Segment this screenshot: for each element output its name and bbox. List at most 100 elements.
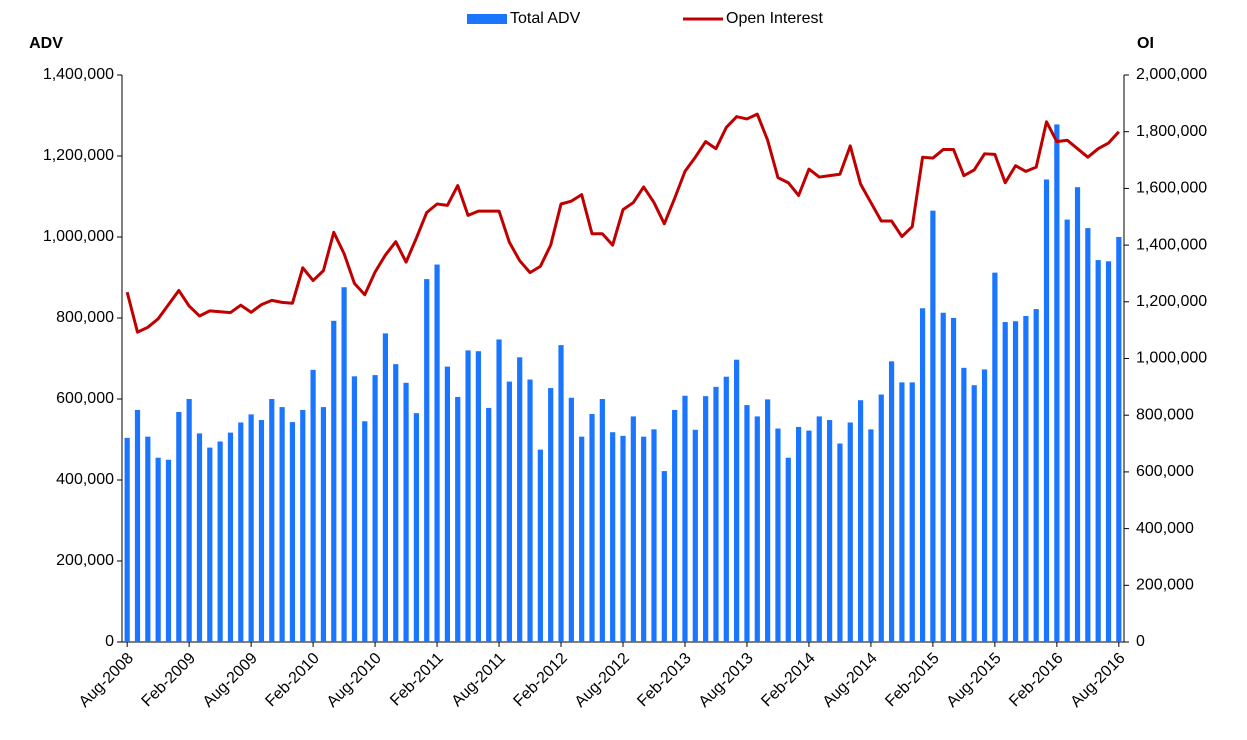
legend-label: Open Interest — [726, 10, 824, 27]
bar — [527, 379, 533, 642]
bar — [868, 429, 874, 642]
x-tick-label: Feb-2014 — [758, 650, 819, 711]
y2-tick-label: 0 — [1136, 633, 1145, 650]
x-tick-label: Aug-2016 — [1068, 650, 1129, 711]
bar — [413, 413, 420, 642]
bar — [888, 361, 895, 642]
bar — [899, 382, 905, 642]
bar — [775, 428, 781, 642]
bar — [713, 386, 719, 642]
bar — [1085, 228, 1091, 642]
bar — [599, 399, 605, 642]
y-tick-label: 1,400,000 — [43, 66, 114, 83]
bar — [1064, 219, 1070, 642]
bar — [145, 436, 151, 642]
y2-tick-label: 400,000 — [1136, 520, 1194, 537]
bar — [981, 369, 988, 642]
bar — [537, 449, 543, 642]
bar — [289, 422, 296, 642]
bar — [568, 397, 574, 642]
bar — [589, 413, 595, 642]
bar — [310, 369, 316, 642]
bar — [796, 426, 802, 642]
bar — [1054, 124, 1060, 642]
bar — [1116, 237, 1122, 642]
bar — [258, 420, 265, 642]
y-axis-title: ADV — [29, 35, 63, 52]
bar — [362, 421, 368, 642]
bar — [455, 396, 461, 642]
bar — [1033, 309, 1039, 642]
bar — [186, 399, 192, 642]
bar — [341, 287, 347, 642]
y2-tick-label: 200,000 — [1136, 577, 1194, 594]
x-tick-label: Feb-2009 — [138, 650, 199, 711]
bar — [1002, 322, 1008, 642]
bar — [496, 339, 502, 642]
bar — [837, 443, 843, 642]
y2-tick-label: 1,400,000 — [1136, 236, 1207, 253]
bar — [1012, 321, 1019, 642]
line — [125, 112, 1120, 334]
bar — [930, 210, 936, 643]
y-tick-label: 0 — [105, 633, 114, 650]
x-tick-label: Feb-2015 — [882, 650, 943, 711]
y2-tick-label: 1,600,000 — [1136, 180, 1207, 197]
bar — [620, 435, 626, 642]
bar — [692, 429, 698, 642]
bar — [217, 441, 223, 642]
bar — [754, 416, 760, 642]
bar — [651, 429, 657, 642]
x-tick-label: Aug-2013 — [696, 650, 757, 711]
x-tick-label: Aug-2009 — [200, 650, 261, 711]
bar — [238, 422, 244, 642]
bar — [672, 409, 678, 642]
bar — [630, 416, 636, 642]
bar — [1095, 260, 1101, 642]
bar — [351, 376, 358, 642]
bar — [207, 447, 213, 642]
bar — [393, 364, 399, 642]
bar — [517, 357, 523, 642]
y2-axis-title: OI — [1137, 35, 1154, 52]
bar — [806, 430, 812, 642]
bar — [961, 367, 967, 642]
bar — [785, 457, 791, 642]
x-tick-label: Feb-2010 — [262, 650, 323, 711]
bar — [940, 312, 946, 642]
bar — [878, 394, 884, 642]
bar — [610, 432, 616, 642]
x-tick-label: Feb-2012 — [510, 650, 571, 711]
bar — [816, 416, 822, 642]
bar — [1043, 179, 1050, 643]
bar — [857, 400, 864, 642]
bar — [579, 436, 585, 642]
bar — [723, 376, 729, 642]
bar — [424, 279, 430, 642]
legend-label: Total ADV — [510, 10, 581, 27]
y2-tick-label: 600,000 — [1136, 463, 1194, 480]
y-tick-label: 1,000,000 — [43, 228, 114, 245]
bar — [269, 399, 275, 642]
bar — [826, 420, 833, 642]
x-tick-label: Aug-2014 — [820, 650, 881, 711]
bar — [1074, 187, 1081, 642]
bar — [847, 422, 853, 642]
bar — [548, 388, 554, 642]
x-tick-label: Feb-2016 — [1006, 650, 1067, 711]
y2-tick-label: 2,000,000 — [1136, 66, 1207, 83]
bar — [165, 459, 172, 642]
y-tick-label: 1,200,000 — [43, 147, 114, 164]
bar — [176, 411, 182, 642]
y-tick-label: 800,000 — [56, 309, 114, 326]
bar — [248, 414, 254, 642]
y-tick-label: 200,000 — [56, 552, 114, 569]
bar — [475, 351, 481, 642]
bar — [134, 409, 141, 642]
bar — [950, 318, 957, 642]
bar — [682, 395, 688, 642]
bar — [320, 407, 327, 642]
bar — [506, 381, 512, 642]
bar — [558, 345, 564, 642]
